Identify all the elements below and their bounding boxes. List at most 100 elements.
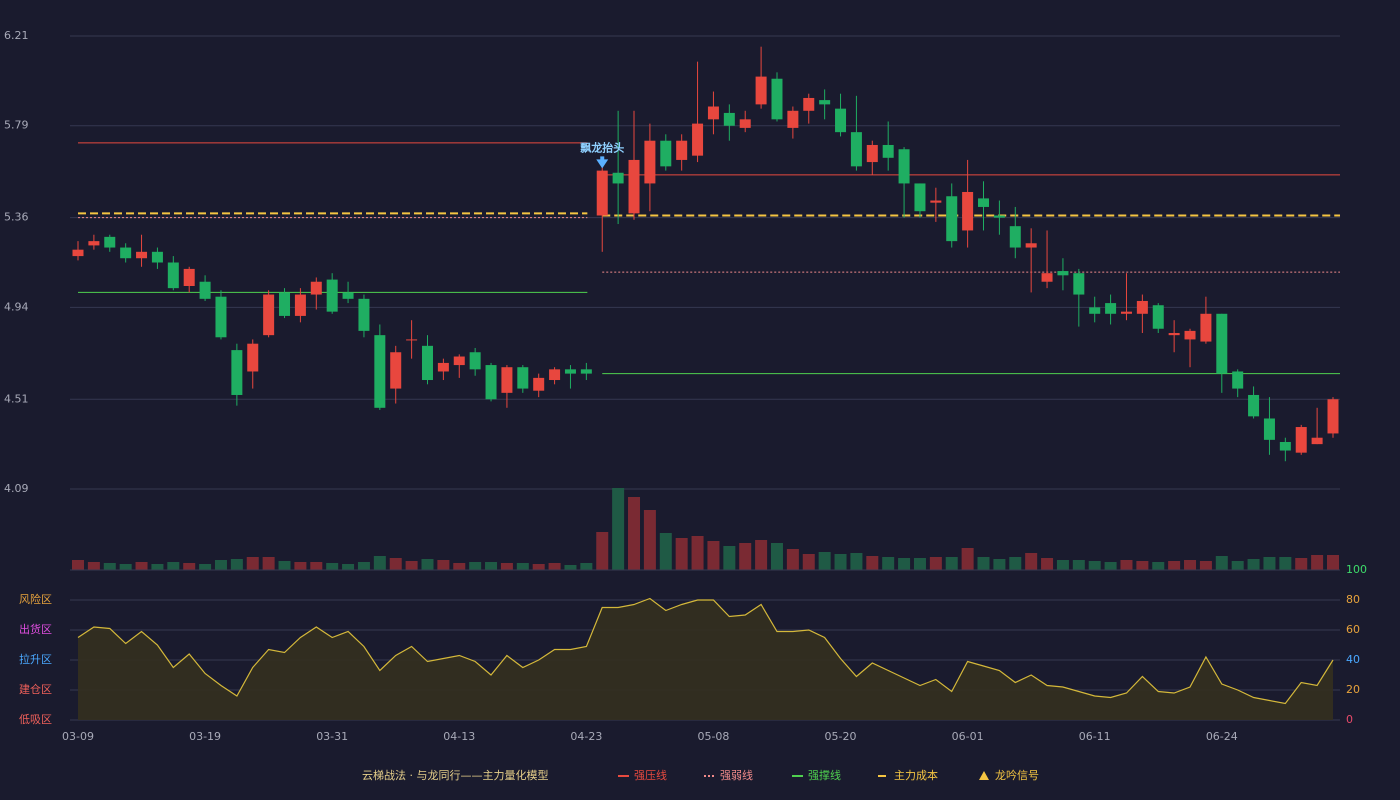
y-tick-label: 5.79 [4, 119, 29, 132]
candle-body [310, 281, 322, 295]
x-tick-label: 05-08 [697, 730, 729, 743]
volume-bar [882, 557, 895, 570]
x-tick-label: 03-09 [62, 730, 94, 743]
volume-bar [723, 546, 736, 570]
candle-body [342, 292, 354, 299]
volume-bar [659, 533, 672, 570]
volume-bar [1168, 561, 1181, 570]
candle-body [1184, 330, 1196, 340]
volume-bar [183, 563, 196, 570]
volume-bar [119, 564, 132, 570]
indicator-line [77, 597, 1334, 705]
candle-body [453, 356, 465, 366]
candle-body [564, 369, 576, 374]
zone-label: 出货区 [19, 622, 52, 636]
legend-label: 主力成本 [894, 768, 938, 782]
candle-body [421, 345, 433, 381]
legend-title: 云梯战法 · 与龙同行——主力量化模型 [362, 768, 549, 782]
volume-bar [739, 543, 752, 570]
candle-body [676, 140, 688, 160]
candle-body [1327, 399, 1339, 434]
zone-label: 拉升区 [19, 652, 52, 666]
volume-bar [1311, 555, 1324, 570]
volume-bar [405, 561, 418, 570]
x-tick-label: 04-13 [443, 730, 475, 743]
volume-bar [246, 557, 259, 570]
signal-label: 飘龙抬头 [580, 140, 624, 154]
volume-bar [866, 556, 879, 570]
volume-bar [596, 532, 609, 570]
volume-bar [1088, 561, 1101, 570]
candle-body [1216, 313, 1228, 374]
legend-label: 强弱线 [720, 768, 753, 782]
candle-body [1168, 333, 1180, 336]
volume-bar [977, 557, 990, 570]
candle-body [898, 149, 910, 184]
candle-body [1295, 427, 1307, 453]
volume-bar [850, 553, 863, 570]
volume-bar [167, 562, 180, 570]
volume-bar [326, 563, 339, 570]
x-tick-label: 06-11 [1079, 730, 1111, 743]
volume-bar [755, 540, 768, 570]
y2-tick-label: 80 [1346, 593, 1360, 606]
volume-bar [357, 562, 370, 570]
volume-bar [485, 562, 498, 570]
volume-bar [1120, 560, 1133, 570]
y2-tick-label: 20 [1346, 683, 1360, 696]
candle-body [612, 172, 624, 184]
candle-body [1248, 394, 1260, 417]
volume-bar [945, 557, 958, 570]
volume-bar [294, 562, 307, 570]
volume-bar [421, 559, 434, 570]
volume-bar [1136, 561, 1149, 570]
candle-body [199, 281, 211, 299]
candle-body [263, 294, 275, 336]
candle-body [1041, 273, 1053, 282]
candle-body [1025, 243, 1037, 248]
x-tick-label: 03-19 [189, 730, 221, 743]
candle-body [1089, 307, 1101, 314]
x-tick-label: 04-23 [570, 730, 602, 743]
candle-body [231, 350, 243, 395]
volume-bar [1184, 560, 1197, 570]
volume-bar [135, 562, 148, 570]
candle-body [358, 298, 370, 331]
volume-bar [834, 554, 847, 570]
candle-body [993, 215, 1005, 218]
volume-bar [913, 558, 926, 570]
candle-body [835, 108, 847, 133]
candle-body [644, 140, 656, 184]
candle-body [580, 369, 592, 374]
candle-body [1009, 226, 1021, 248]
legend-swatch [979, 771, 989, 780]
candle-body [279, 292, 291, 316]
volume-bar [1279, 557, 1292, 570]
candle-body [755, 76, 767, 105]
volume-bar [691, 536, 704, 570]
volume-bar [1231, 561, 1244, 570]
volume-bar [453, 563, 466, 570]
candle-body [390, 352, 402, 389]
candle-body [1311, 437, 1323, 445]
candle-body [787, 110, 799, 128]
candle-body [167, 262, 179, 289]
volume-bar [151, 564, 164, 570]
candle-body [739, 119, 751, 128]
candle-body [628, 159, 640, 214]
volume-bar [1152, 562, 1165, 570]
candle-body [1279, 441, 1291, 451]
candle-body [1105, 303, 1117, 314]
volume-bar [898, 558, 911, 570]
volume-bar [469, 562, 482, 570]
candle-body [1232, 371, 1244, 389]
y-tick-label: 4.09 [4, 482, 29, 495]
volume-bar [707, 541, 720, 570]
volume-bar [1025, 553, 1038, 570]
volume-bar [1295, 558, 1308, 570]
volume-bar [1215, 556, 1228, 570]
candle-body [803, 97, 815, 111]
candle-body [850, 132, 862, 167]
candle-body [1152, 305, 1164, 329]
